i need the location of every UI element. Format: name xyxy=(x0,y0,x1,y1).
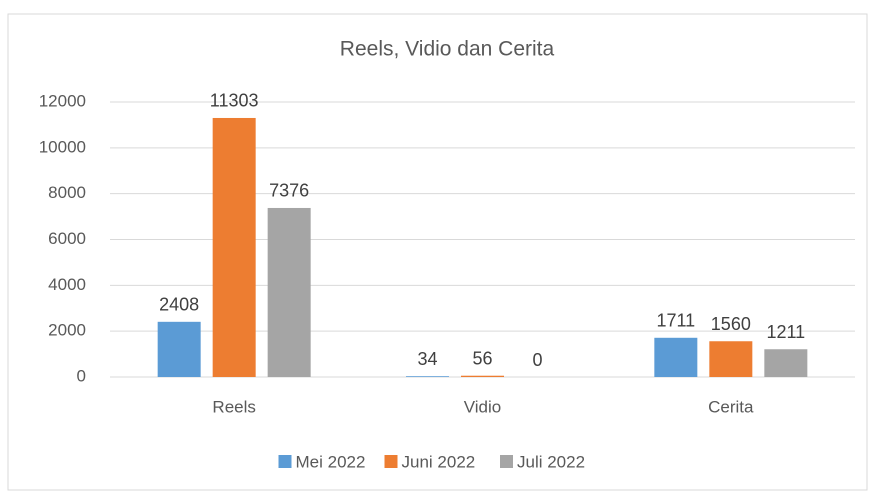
y-tick-label: 0 xyxy=(77,366,86,385)
data-label: 1211 xyxy=(766,322,805,342)
bar xyxy=(406,376,449,377)
data-label: 11303 xyxy=(210,91,259,111)
data-label: 1711 xyxy=(656,311,695,331)
data-label: 34 xyxy=(417,349,437,369)
y-tick-label: 4000 xyxy=(48,275,86,294)
legend-label: Mei 2022 xyxy=(296,452,366,471)
bar xyxy=(461,375,504,377)
data-label: 0 xyxy=(532,350,542,370)
bar xyxy=(764,349,808,377)
legend-swatch xyxy=(278,455,292,468)
chart-title: Reels, Vidio dan Cerita xyxy=(340,38,555,61)
y-tick-label: 6000 xyxy=(48,229,86,248)
data-label: 2408 xyxy=(159,295,199,315)
legend-swatch xyxy=(384,455,398,468)
bar xyxy=(709,341,753,377)
bar xyxy=(654,337,698,377)
legend-swatch xyxy=(500,455,513,468)
data-label: 1560 xyxy=(711,314,751,334)
legend-label: Juli 2022 xyxy=(517,452,585,471)
y-tick-label: 2000 xyxy=(48,321,86,340)
bar xyxy=(212,117,256,378)
x-tick-label: Vidio xyxy=(464,397,502,416)
bar xyxy=(267,207,311,377)
x-tick-label: Cerita xyxy=(708,397,754,416)
legend-label: Juni 2022 xyxy=(402,452,476,471)
y-tick-label: 10000 xyxy=(39,137,86,156)
y-tick-label: 8000 xyxy=(48,183,86,202)
chart-frame xyxy=(7,13,868,491)
y-tick-label: 12000 xyxy=(39,91,86,110)
data-label: 56 xyxy=(472,348,492,368)
bar xyxy=(157,321,201,377)
x-tick-label: Reels xyxy=(212,397,255,416)
data-label: 7376 xyxy=(269,181,309,201)
